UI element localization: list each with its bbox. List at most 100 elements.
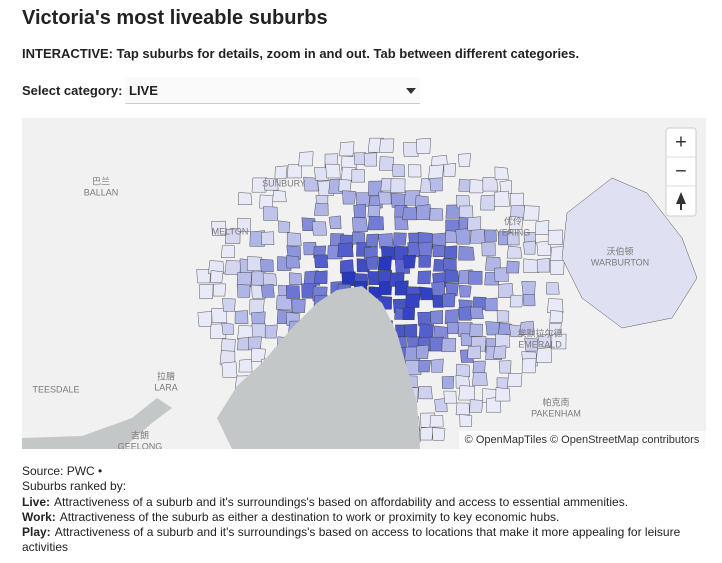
suburb[interactable] <box>314 202 329 216</box>
suburb[interactable] <box>379 156 395 171</box>
suburb[interactable] <box>509 294 524 308</box>
suburb[interactable] <box>340 259 354 274</box>
suburb[interactable] <box>442 293 456 308</box>
suburb[interactable] <box>402 142 419 157</box>
suburb[interactable] <box>286 164 302 179</box>
suburb[interactable] <box>403 254 417 269</box>
suburb[interactable] <box>363 152 377 167</box>
suburb[interactable] <box>353 203 366 218</box>
suburb[interactable] <box>494 166 509 180</box>
attribution[interactable]: © OpenMapTiles © OpenStreetMap contribut… <box>465 434 700 446</box>
suburb[interactable] <box>480 194 496 211</box>
suburb[interactable] <box>248 336 262 351</box>
suburb[interactable] <box>221 338 236 353</box>
suburb[interactable] <box>392 232 407 246</box>
suburb[interactable] <box>342 190 357 205</box>
suburb[interactable] <box>433 325 449 339</box>
suburb[interactable] <box>549 310 563 323</box>
suburb[interactable] <box>472 372 488 386</box>
suburb[interactable] <box>390 178 406 193</box>
suburb[interactable] <box>394 280 409 296</box>
suburb[interactable] <box>549 259 565 275</box>
suburb[interactable] <box>509 324 522 337</box>
suburb[interactable] <box>431 358 444 373</box>
suburb[interactable] <box>455 402 470 416</box>
suburb[interactable] <box>432 244 446 257</box>
suburb[interactable] <box>262 272 277 286</box>
suburb[interactable] <box>484 229 497 242</box>
suburb[interactable] <box>418 386 433 400</box>
suburb[interactable] <box>506 245 523 259</box>
suburb[interactable] <box>408 164 422 178</box>
suburb[interactable] <box>418 360 431 373</box>
suburb[interactable] <box>367 215 384 231</box>
suburb[interactable] <box>260 258 274 273</box>
suburb[interactable] <box>431 427 446 441</box>
suburb[interactable] <box>328 215 342 229</box>
suburb[interactable] <box>379 138 395 153</box>
suburb[interactable] <box>211 308 228 323</box>
suburb[interactable] <box>251 323 266 338</box>
suburb[interactable] <box>521 358 537 374</box>
suburb[interactable] <box>494 190 510 207</box>
suburb[interactable] <box>365 256 379 270</box>
suburb[interactable] <box>285 285 300 299</box>
suburb[interactable] <box>274 165 288 180</box>
suburb[interactable] <box>469 179 484 194</box>
suburb[interactable] <box>197 311 212 327</box>
suburb[interactable] <box>467 345 481 359</box>
suburb[interactable] <box>457 153 471 167</box>
suburb[interactable] <box>458 245 475 261</box>
suburb[interactable] <box>547 229 563 245</box>
suburb[interactable] <box>459 414 473 427</box>
suburb[interactable] <box>286 255 301 269</box>
suburb[interactable] <box>498 360 512 374</box>
suburb[interactable] <box>225 228 241 244</box>
suburb[interactable] <box>378 233 394 249</box>
suburb[interactable] <box>506 260 520 274</box>
suburb[interactable] <box>446 321 459 334</box>
zoom-in[interactable]: + <box>675 131 687 153</box>
suburb[interactable] <box>289 272 303 285</box>
suburb[interactable] <box>484 297 498 312</box>
suburb[interactable] <box>314 254 329 268</box>
suburb[interactable] <box>418 255 432 268</box>
suburb[interactable] <box>298 151 314 167</box>
suburb[interactable] <box>286 232 302 247</box>
suburb[interactable] <box>470 229 486 244</box>
compass[interactable] <box>676 192 686 204</box>
suburb[interactable] <box>468 270 483 285</box>
suburb[interactable] <box>263 206 279 221</box>
suburb[interactable] <box>441 376 455 389</box>
suburb[interactable] <box>431 281 446 296</box>
suburb[interactable] <box>495 387 511 402</box>
suburb[interactable] <box>469 399 484 413</box>
suburb[interactable] <box>432 295 445 308</box>
suburb[interactable] <box>264 177 279 191</box>
suburb[interactable] <box>444 309 460 325</box>
suburb[interactable] <box>238 359 253 373</box>
suburb[interactable] <box>494 267 509 282</box>
suburb[interactable] <box>238 192 253 205</box>
suburb[interactable] <box>472 360 486 374</box>
suburb[interactable] <box>377 256 393 271</box>
suburb[interactable] <box>402 207 418 221</box>
suburb[interactable] <box>445 282 459 297</box>
suburb[interactable] <box>236 284 251 298</box>
suburb[interactable] <box>221 322 234 335</box>
suburb[interactable] <box>303 176 319 192</box>
suburb[interactable] <box>499 180 512 194</box>
suburb[interactable] <box>221 361 238 378</box>
suburb[interactable] <box>418 241 433 258</box>
suburb[interactable] <box>260 283 275 298</box>
suburb[interactable] <box>311 221 327 236</box>
suburb[interactable] <box>367 205 381 218</box>
suburb[interactable] <box>224 260 241 275</box>
suburb[interactable] <box>441 338 457 352</box>
suburb[interactable] <box>391 164 405 177</box>
suburb[interactable] <box>434 398 448 413</box>
suburb[interactable] <box>546 282 560 295</box>
suburb[interactable] <box>325 163 341 179</box>
suburb[interactable] <box>508 216 524 230</box>
suburb[interactable] <box>278 220 291 233</box>
